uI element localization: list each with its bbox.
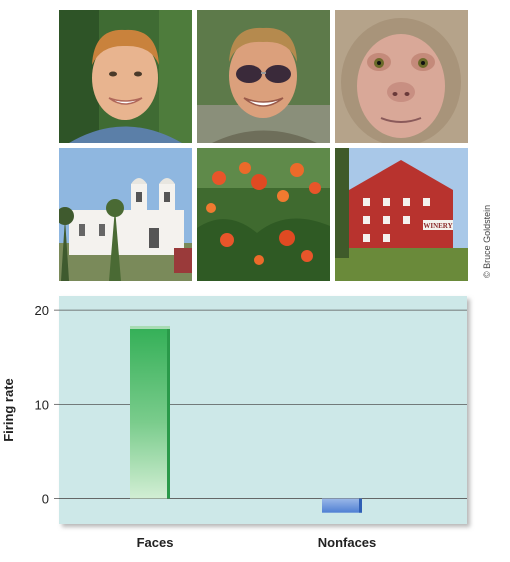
man-face-image — [59, 10, 192, 143]
church-image — [59, 148, 192, 281]
photo-credit: © Bruce Goldstein — [482, 205, 498, 280]
photo-face-man — [59, 10, 192, 143]
man-sunglasses-image — [197, 10, 330, 143]
grid-lines — [54, 309, 467, 499]
y-tick-label-20: 20 — [35, 303, 49, 318]
barn-image: WINERY — [335, 148, 468, 281]
bar-faces — [130, 325, 170, 499]
firing-rate-chart: 0 10 20 Faces Nonfaces Firing rate — [1, 296, 467, 550]
flowers-image — [197, 148, 330, 281]
plot-area — [59, 296, 467, 524]
photo-red-barn-winery: WINERY — [335, 148, 468, 281]
bar-nonfaces — [322, 498, 362, 513]
bar-faces-body — [130, 328, 170, 499]
y-tick-label-10: 10 — [35, 397, 49, 412]
photo-mission-church — [59, 148, 192, 281]
bars — [130, 325, 362, 513]
photo-face-man-sunglasses — [197, 10, 330, 143]
winery-sign-text: WINERY — [423, 222, 452, 230]
monkey-face-image — [335, 10, 468, 143]
bar-faces-edge — [167, 328, 170, 499]
photo-orange-flowers — [197, 148, 330, 281]
bar-faces-cap — [130, 325, 170, 329]
photo-face-monkey — [335, 10, 468, 143]
x-category-label-faces: Faces — [137, 535, 174, 550]
bar-nonfaces-edge — [359, 498, 362, 513]
photo-credit-text: © Bruce Goldstein — [482, 204, 492, 278]
x-category-label-nonfaces: Nonfaces — [318, 535, 377, 550]
y-tick-label-0: 0 — [42, 492, 49, 507]
bar-nonfaces-body — [322, 498, 362, 513]
category-labels: Faces Nonfaces — [137, 535, 377, 550]
y-axis-label: Firing rate — [1, 378, 16, 442]
y-tick-labels: 0 10 20 — [35, 303, 49, 506]
